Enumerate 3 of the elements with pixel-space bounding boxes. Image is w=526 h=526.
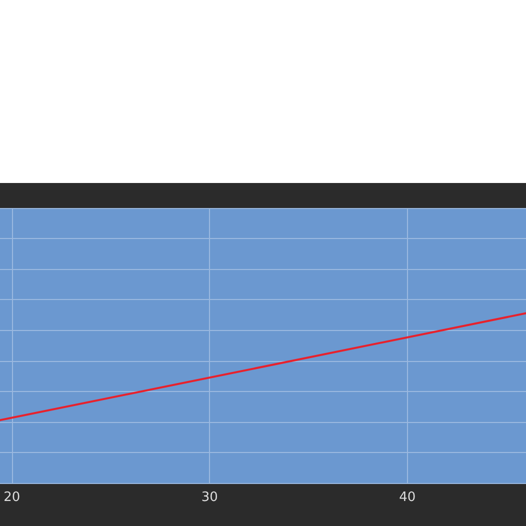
x-tick-label: 30 (201, 490, 218, 505)
x-tick-label: 20 (4, 490, 20, 505)
x-tick-label: 40 (399, 490, 416, 505)
